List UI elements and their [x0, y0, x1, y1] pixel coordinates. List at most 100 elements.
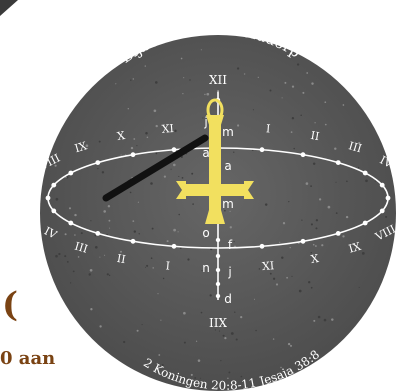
texture-speck [155, 152, 158, 155]
texture-speck [98, 140, 101, 143]
hour-numeral: X [116, 129, 126, 143]
texture-speck [282, 222, 286, 225]
texture-speck [54, 164, 57, 167]
hour-marker [171, 243, 177, 249]
texture-speck [243, 73, 246, 75]
texture-speck [281, 97, 283, 99]
texture-speck [313, 319, 316, 322]
texture-speck [203, 231, 206, 233]
date-marker [215, 267, 221, 273]
texture-speck [138, 233, 140, 235]
texture-speck [155, 124, 158, 128]
texture-speck [120, 154, 122, 156]
texture-speck [146, 136, 149, 139]
texture-speck [206, 92, 210, 96]
texture-speck [145, 266, 146, 268]
date-marker [215, 293, 221, 299]
texture-speck [55, 254, 58, 258]
texture-speck [130, 79, 132, 81]
texture-speck [374, 180, 377, 182]
date-marker [215, 281, 221, 287]
texture-speck [88, 273, 91, 276]
texture-speck [287, 342, 291, 346]
texture-speck [129, 191, 132, 194]
texture-speck [257, 76, 259, 78]
texture-speck [335, 212, 338, 215]
month-label: n [202, 261, 210, 275]
texture-speck [183, 77, 185, 79]
texture-speck [68, 207, 72, 210]
texture-speck [74, 213, 77, 217]
hour-numeral: IX [347, 240, 363, 256]
texture-speck [101, 171, 105, 174]
dial-texture [50, 49, 388, 380]
texture-speck [289, 344, 293, 347]
month-label: f [228, 238, 233, 252]
shadow-hand [102, 134, 209, 202]
texture-speck [279, 241, 281, 243]
hour-marker [68, 170, 74, 176]
numeral-top: XII [209, 73, 227, 87]
texture-speck [240, 315, 243, 319]
gnomon [176, 98, 254, 224]
hour-numeral: V [397, 171, 413, 187]
texture-speck [315, 227, 318, 230]
month-label: a [224, 159, 231, 173]
hour-marker [171, 147, 177, 153]
month-label: d [224, 292, 232, 306]
texture-speck [291, 275, 293, 277]
texture-speck [90, 220, 92, 222]
texture-speck [252, 109, 254, 111]
texture-speck [311, 82, 314, 85]
texture-speck [191, 172, 194, 175]
texture-speck [166, 240, 169, 243]
texture-speck [308, 281, 311, 284]
texture-speck [163, 175, 167, 178]
texture-speck [90, 308, 93, 311]
hour-marker [335, 231, 341, 236]
month-label: j [203, 115, 207, 129]
texture-speck [106, 273, 109, 276]
texture-speck [289, 246, 291, 249]
texture-speck [296, 63, 300, 66]
texture-speck [162, 277, 165, 280]
texture-speck [302, 91, 305, 94]
hour-marker [51, 208, 57, 214]
texture-speck [301, 219, 303, 221]
texture-speck [115, 83, 117, 85]
texture-speck [310, 185, 312, 187]
month-label: m [222, 197, 234, 211]
hour-marker [385, 195, 391, 201]
hour-numeral: I [266, 122, 271, 135]
texture-speck [358, 166, 360, 169]
texture-speck [342, 235, 345, 238]
texture-speck [310, 286, 313, 289]
texture-speck [136, 329, 139, 332]
texture-speck [291, 85, 295, 88]
texture-speck [228, 371, 231, 374]
hour-numeral: II [116, 252, 127, 266]
hour-numeral: X [310, 252, 320, 266]
texture-speck [202, 117, 204, 119]
texture-speck [365, 179, 368, 183]
texture-speck [224, 209, 226, 212]
texture-speck [200, 377, 202, 379]
hour-marker [335, 160, 341, 166]
texture-speck [64, 233, 67, 236]
texture-speck [305, 182, 309, 185]
texture-speck [99, 325, 102, 328]
texture-speck [314, 245, 317, 247]
texture-speck [233, 151, 235, 153]
texture-speck [178, 175, 180, 177]
texture-speck [66, 261, 69, 263]
hour-numeral: VI [17, 192, 30, 205]
texture-speck [109, 227, 111, 229]
hour-marker [68, 220, 74, 226]
hour-marker [379, 182, 385, 188]
hour-marker [362, 220, 368, 226]
texture-speck [327, 205, 331, 209]
texture-speck [133, 138, 136, 140]
texture-speck [264, 203, 268, 206]
month-label: m [222, 125, 234, 139]
